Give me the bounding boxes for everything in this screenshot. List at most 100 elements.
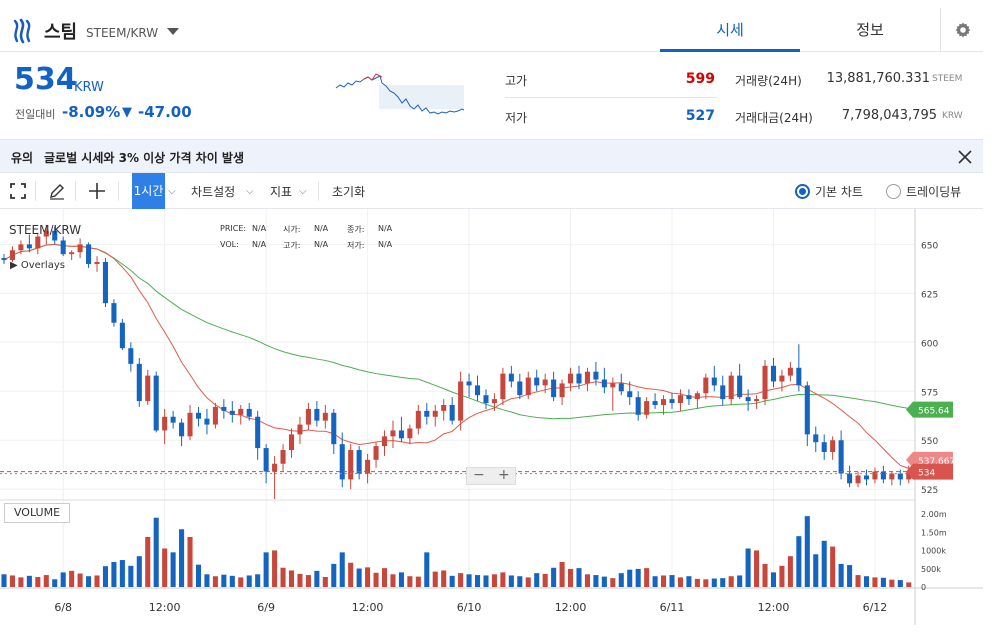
toolbar-divider (118, 181, 119, 201)
candle-body (618, 383, 624, 392)
zoom-out-button[interactable]: − (473, 467, 485, 483)
candle-body (441, 404, 447, 411)
legend-close-label: 종가: (347, 225, 365, 234)
volume-bar (458, 573, 464, 587)
coin-name: 스팀 (44, 22, 78, 43)
candle-body (703, 377, 709, 394)
candle-body (686, 395, 692, 400)
pencil-icon[interactable] (48, 182, 66, 200)
candle-body (872, 471, 878, 480)
volume-bar (212, 576, 218, 587)
volume-bar (830, 546, 836, 587)
tab-price[interactable]: 시세 (660, 8, 800, 52)
volume-bar (847, 565, 853, 587)
settings-button[interactable] (940, 8, 983, 52)
volume-bar (255, 574, 261, 587)
legend-price-value: N/A (252, 224, 267, 233)
crosshair-icon[interactable] (88, 182, 106, 200)
low-label: 저가 (505, 111, 528, 125)
volume-bar (694, 578, 700, 587)
candle-body (52, 230, 58, 241)
volume-bar (855, 575, 861, 587)
volume-bar (179, 529, 185, 587)
volume-bar (52, 579, 58, 587)
candle-body (889, 473, 895, 480)
candle-body (229, 410, 235, 415)
volume-bar (821, 540, 827, 587)
close-icon[interactable] (955, 147, 975, 167)
candle-body (111, 303, 117, 323)
reset-button[interactable]: 초기화 (332, 185, 366, 199)
legend-low-value: N/A (378, 240, 393, 249)
basic-chart-radio[interactable] (795, 184, 810, 199)
down-arrow-icon: ▼ (122, 105, 132, 120)
chevron-down-icon: ⌵ (168, 186, 176, 197)
volume-bar (779, 565, 785, 587)
candle-body (737, 375, 743, 398)
indicators-menu[interactable]: 지표 (270, 185, 293, 199)
candle-body (517, 381, 523, 396)
volume-bar (398, 572, 404, 587)
steem-logo-icon (13, 18, 31, 44)
candle-body (43, 230, 49, 237)
legend-high-value: N/A (314, 240, 329, 249)
volume-bar (86, 576, 92, 587)
interval-selector[interactable]: 1시간 (132, 173, 165, 209)
volume-bar (720, 578, 726, 587)
change-label: 전일대비 (15, 108, 56, 121)
volume-bar (221, 574, 227, 587)
high-value: 599 (685, 71, 715, 87)
volume-bar (711, 578, 717, 587)
notice-tag: 유의 (11, 151, 34, 165)
time-tick-label: 12:00 (352, 601, 384, 614)
candle-body (153, 375, 159, 431)
candle-body (415, 410, 421, 429)
volume-bar (474, 575, 481, 587)
notice-banner: 유의 글로벌 시세와 3% 이상 가격 차이 발생 (0, 139, 983, 173)
candle-body (195, 412, 202, 419)
candle-body (331, 412, 337, 445)
candle-body (863, 475, 870, 480)
candle-body (500, 373, 506, 400)
candle-body (508, 373, 514, 382)
candle-body (593, 371, 599, 380)
chevron-down-icon: ⌵ (246, 186, 254, 197)
low-value: 527 (685, 108, 715, 124)
candle-body (297, 424, 303, 435)
basic-chart-label[interactable]: 기본 차트 (815, 185, 863, 199)
candle-body (94, 262, 100, 264)
candle-body (754, 399, 760, 402)
chart-settings-menu[interactable]: 차트설정 (191, 185, 236, 199)
price-tick-label: 600 (921, 339, 938, 349)
volume-bar (576, 568, 582, 587)
volume-bar (69, 570, 75, 587)
volume-bar (35, 576, 41, 587)
volume-bar (449, 575, 455, 587)
candlestick-chart[interactable]: 650 625 600 575 550 525 2.00m 1.50m 1000k 500k 0 53… (0, 209, 983, 625)
candle-body (407, 428, 413, 439)
zoom-in-button[interactable]: + (498, 467, 510, 483)
tab-info[interactable]: 정보 (856, 21, 884, 39)
candle-body (728, 375, 734, 400)
volume-bar (483, 575, 489, 587)
volume-bar (102, 566, 109, 587)
volume-bar (424, 552, 430, 587)
candle-body (855, 475, 861, 484)
candle-body (26, 244, 32, 249)
time-tick-label: 6/11 (660, 601, 685, 614)
tradingview-label[interactable]: 트레이딩뷰 (906, 185, 962, 199)
candle-body (280, 450, 286, 464)
price-chart[interactable]: 650 625 600 575 550 525 2.00m 1.50m 1000k 500k 0 53… (0, 209, 983, 625)
volume-pane-label: VOLUME (4, 503, 70, 523)
volume-bar (415, 576, 421, 587)
overlays-toggle[interactable]: ▶ Overlays (10, 260, 65, 271)
coin-dropdown-icon[interactable] (167, 28, 179, 35)
candle-body (576, 373, 582, 384)
volume-bar (559, 561, 565, 587)
volume-bar (508, 575, 514, 587)
fullscreen-icon[interactable] (9, 182, 27, 200)
candle-body (69, 252, 75, 255)
volume-bar (491, 574, 497, 587)
tradingview-radio[interactable] (886, 184, 901, 199)
volume-bar (314, 570, 320, 587)
